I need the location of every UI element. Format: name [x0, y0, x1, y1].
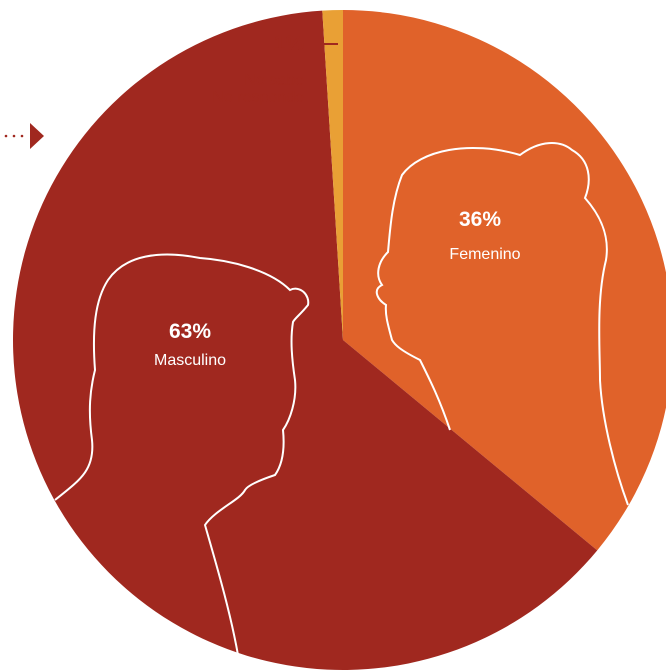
pointer	[4, 123, 44, 149]
pie-slice	[12, 10, 598, 670]
value-label: 36%	[458, 208, 502, 231]
category-label: No sabe No responde	[212, 72, 304, 106]
pie-slice	[322, 10, 343, 340]
pie-slice	[343, 10, 666, 551]
value-label: 1%	[273, 32, 304, 55]
male-silhouette	[54, 253, 310, 656]
category-label: Femenino	[449, 246, 521, 263]
category-label: Masculino	[153, 352, 227, 369]
value-label: 63%	[168, 320, 212, 343]
female-silhouette	[375, 142, 629, 506]
silhouettes	[54, 142, 629, 656]
